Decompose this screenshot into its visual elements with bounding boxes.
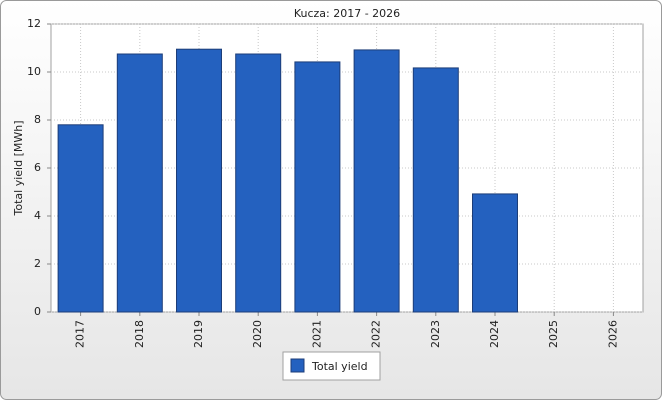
bar xyxy=(294,61,341,313)
x-tick-label: 2026 xyxy=(606,320,619,348)
x-tick-label: 2025 xyxy=(547,320,560,348)
y-tick-label: 10 xyxy=(27,65,41,78)
y-tick-label: 2 xyxy=(34,257,41,270)
y-tick-label: 12 xyxy=(27,17,41,30)
bar xyxy=(412,67,459,313)
bar xyxy=(353,49,400,313)
x-tick-label: 2023 xyxy=(429,320,442,348)
bar xyxy=(235,53,282,313)
x-tick-label: 2021 xyxy=(310,320,323,348)
x-tick-label: 2018 xyxy=(133,320,146,348)
y-tick-label: 6 xyxy=(34,161,41,174)
legend-label: Total yield xyxy=(311,360,368,373)
y-tick-label: 0 xyxy=(34,305,41,318)
x-tick-label: 2017 xyxy=(74,320,87,348)
x-tick-label: 2019 xyxy=(192,320,205,348)
x-tick-label: 2020 xyxy=(251,320,264,348)
bar xyxy=(57,124,104,313)
bar xyxy=(116,53,163,313)
bar xyxy=(472,193,518,313)
bar xyxy=(176,48,222,313)
y-tick-label: 4 xyxy=(34,209,41,222)
y-axis-label: Total yield [MWh] xyxy=(12,121,25,217)
y-tick-label: 8 xyxy=(34,113,41,126)
legend-swatch xyxy=(290,358,305,373)
x-tick-label: 2022 xyxy=(370,320,383,348)
chart-title: Kucza: 2017 - 2026 xyxy=(294,7,400,20)
x-tick-label: 2024 xyxy=(488,320,501,348)
